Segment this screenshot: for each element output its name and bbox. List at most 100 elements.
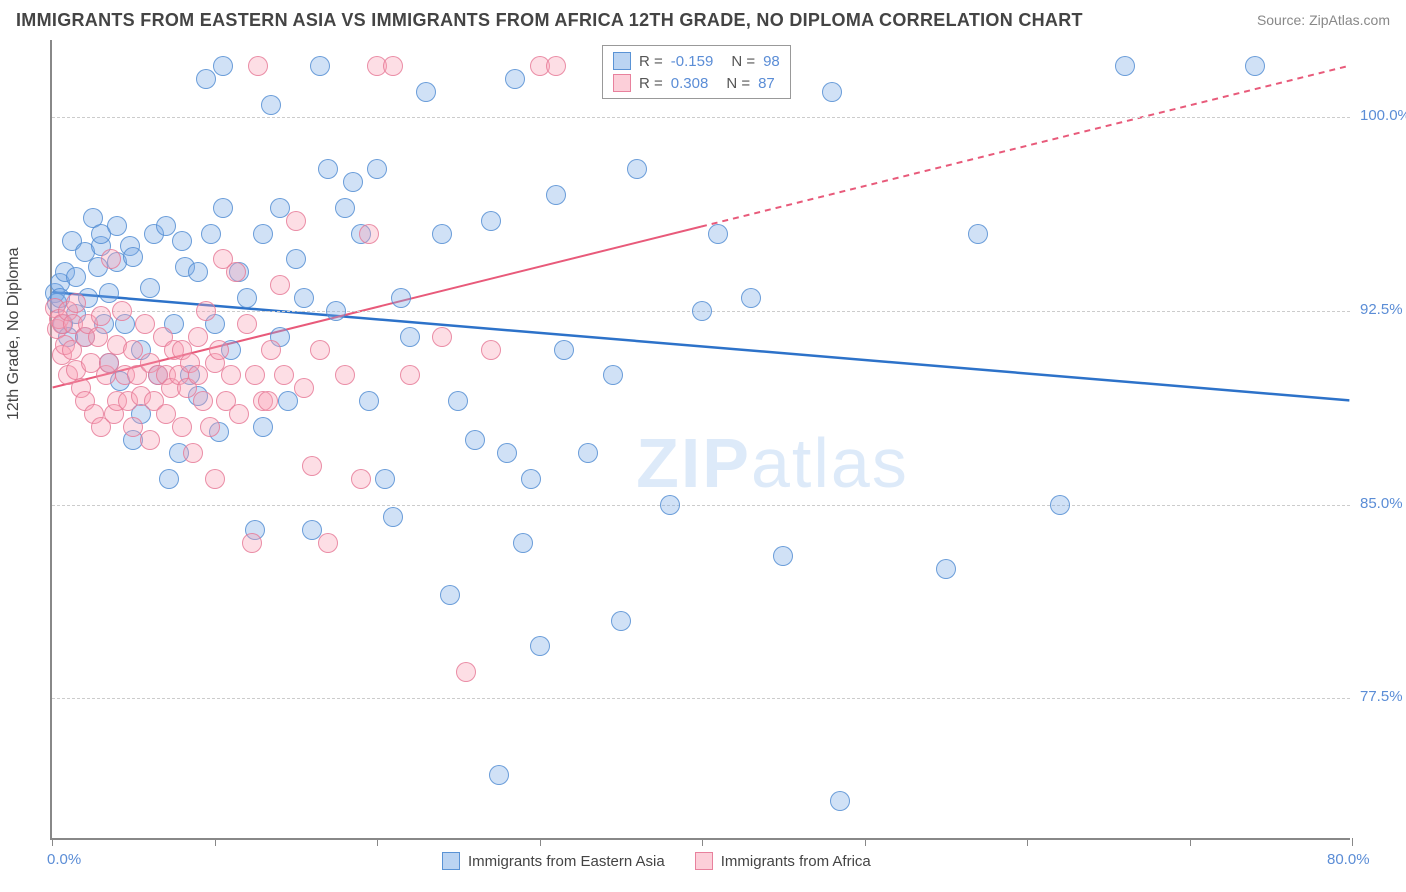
data-point bbox=[359, 224, 379, 244]
data-point bbox=[226, 262, 246, 282]
x-tick-label: 80.0% bbox=[1327, 851, 1370, 868]
data-point bbox=[270, 275, 290, 295]
grid-line bbox=[52, 505, 1350, 506]
grid-line bbox=[52, 117, 1350, 118]
data-point bbox=[1050, 495, 1070, 515]
data-point bbox=[221, 365, 241, 385]
data-point bbox=[261, 340, 281, 360]
data-point bbox=[578, 443, 598, 463]
x-tick-label: 0.0% bbox=[47, 851, 81, 868]
data-point bbox=[383, 507, 403, 527]
data-point bbox=[440, 585, 460, 605]
data-point bbox=[359, 391, 379, 411]
data-point bbox=[286, 211, 306, 231]
data-point bbox=[135, 314, 155, 334]
data-point bbox=[302, 456, 322, 476]
x-tick bbox=[1190, 838, 1191, 846]
data-point bbox=[432, 224, 452, 244]
data-point bbox=[229, 404, 249, 424]
data-point bbox=[1245, 56, 1265, 76]
data-point bbox=[237, 288, 257, 308]
x-tick bbox=[1352, 838, 1353, 846]
data-point bbox=[391, 288, 411, 308]
chart-title: IMMIGRANTS FROM EASTERN ASIA VS IMMIGRAN… bbox=[16, 10, 1083, 31]
data-point bbox=[188, 365, 208, 385]
x-tick bbox=[377, 838, 378, 846]
data-point bbox=[156, 216, 176, 236]
data-point bbox=[310, 340, 330, 360]
legend-item-blue: Immigrants from Eastern Asia bbox=[442, 852, 665, 870]
trend-lines bbox=[52, 40, 1350, 838]
swatch-blue bbox=[613, 52, 631, 70]
data-point bbox=[140, 430, 160, 450]
data-point bbox=[237, 314, 257, 334]
series-legend: Immigrants from Eastern Asia Immigrants … bbox=[442, 852, 871, 870]
data-point bbox=[326, 301, 346, 321]
data-point bbox=[101, 249, 121, 269]
data-point bbox=[66, 267, 86, 287]
swatch-pink bbox=[613, 74, 631, 92]
data-point bbox=[416, 82, 436, 102]
data-point bbox=[258, 391, 278, 411]
data-point bbox=[400, 365, 420, 385]
data-point bbox=[172, 417, 192, 437]
data-point bbox=[343, 172, 363, 192]
data-point bbox=[481, 340, 501, 360]
data-point bbox=[196, 301, 216, 321]
grid-line bbox=[52, 698, 1350, 699]
data-point bbox=[554, 340, 574, 360]
data-point bbox=[310, 56, 330, 76]
data-point bbox=[242, 533, 262, 553]
data-point bbox=[213, 198, 233, 218]
data-point bbox=[773, 546, 793, 566]
data-point bbox=[188, 327, 208, 347]
data-point bbox=[286, 249, 306, 269]
y-tick-label: 77.5% bbox=[1360, 688, 1406, 705]
data-point bbox=[351, 469, 371, 489]
data-point bbox=[196, 69, 216, 89]
data-point bbox=[99, 283, 119, 303]
data-point bbox=[274, 365, 294, 385]
x-tick bbox=[865, 838, 866, 846]
data-point bbox=[294, 378, 314, 398]
data-point bbox=[400, 327, 420, 347]
data-point bbox=[201, 224, 221, 244]
data-point bbox=[335, 198, 355, 218]
data-point bbox=[489, 765, 509, 785]
data-point bbox=[375, 469, 395, 489]
y-tick-label: 100.0% bbox=[1360, 107, 1406, 124]
data-point bbox=[513, 533, 533, 553]
x-tick bbox=[540, 838, 541, 846]
x-tick bbox=[215, 838, 216, 846]
data-point bbox=[213, 56, 233, 76]
stats-legend: R = -0.159 N = 98 R = 0.308 N = 87 bbox=[602, 45, 791, 99]
data-point bbox=[205, 469, 225, 489]
data-point bbox=[248, 56, 268, 76]
data-point bbox=[88, 327, 108, 347]
data-point bbox=[278, 391, 298, 411]
legend-item-pink: Immigrants from Africa bbox=[695, 852, 871, 870]
data-point bbox=[497, 443, 517, 463]
data-point bbox=[66, 293, 86, 313]
data-point bbox=[465, 430, 485, 450]
data-point bbox=[140, 278, 160, 298]
watermark: ZIPatlas bbox=[636, 423, 909, 503]
data-point bbox=[708, 224, 728, 244]
data-point bbox=[546, 185, 566, 205]
data-point bbox=[183, 443, 203, 463]
data-point bbox=[456, 662, 476, 682]
data-point bbox=[318, 533, 338, 553]
data-point bbox=[603, 365, 623, 385]
data-point bbox=[159, 469, 179, 489]
data-point bbox=[432, 327, 452, 347]
data-point bbox=[822, 82, 842, 102]
swatch-blue-icon bbox=[442, 852, 460, 870]
data-point bbox=[521, 469, 541, 489]
data-point bbox=[367, 159, 387, 179]
data-point bbox=[107, 216, 127, 236]
x-tick bbox=[1027, 838, 1028, 846]
scatter-chart: ZIPatlas R = -0.159 N = 98 R = 0.308 N =… bbox=[50, 40, 1350, 840]
data-point bbox=[172, 231, 192, 251]
data-point bbox=[448, 391, 468, 411]
y-axis-label: 12th Grade, No Diploma bbox=[5, 247, 23, 420]
